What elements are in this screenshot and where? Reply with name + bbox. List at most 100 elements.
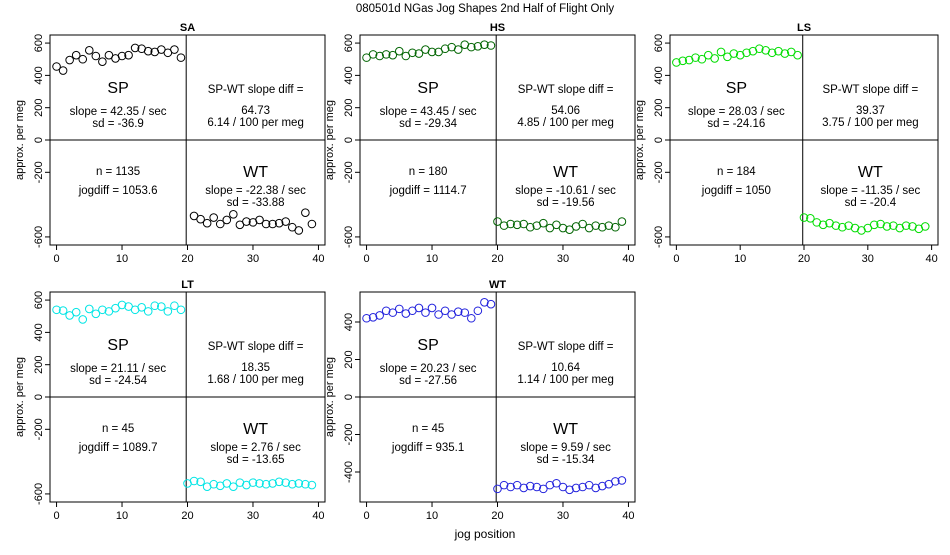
wt-point [301, 208, 310, 217]
sp-point [710, 54, 719, 63]
sp-point [375, 311, 384, 320]
wt-point [519, 483, 528, 493]
diff-per: 1.68 / 100 per meg [207, 374, 304, 386]
x-tick-label: 0 [673, 253, 679, 265]
x-tick-label: 10 [116, 510, 128, 522]
x-tick-label: 10 [116, 253, 128, 265]
wt-point [920, 222, 930, 231]
wt-point [882, 222, 892, 231]
x-tick-label: 20 [798, 253, 810, 265]
n-count: n = 45 [102, 423, 134, 435]
diff-value: 18.35 [241, 362, 270, 374]
wt-point [818, 220, 828, 230]
sp-point [427, 47, 437, 57]
y-tick-label: 600 [33, 291, 45, 309]
wt-point [261, 219, 271, 229]
x-tick-label: 0 [53, 510, 59, 522]
sp-point [440, 306, 450, 316]
wt-label: WT [553, 164, 578, 181]
y-axis-label: approx. per meg [324, 357, 336, 437]
x-tick-label: 20 [491, 510, 503, 522]
sp-point [414, 49, 424, 58]
sp-point [388, 50, 398, 60]
panel-lt: LT 0 10 20 30 40 -600 -200 0 200 400 600 approx. per… [14, 279, 326, 522]
sp-point [755, 44, 764, 54]
y-tick-label: -600 [33, 483, 45, 505]
x-tick-label: 40 [925, 253, 937, 265]
diff-label: SP-WT slope diff = [822, 84, 918, 96]
y-tick-label: 400 [343, 313, 355, 331]
sp-point [362, 313, 371, 323]
sp-point [71, 307, 81, 317]
wt-point [274, 477, 284, 487]
sp-point [117, 51, 127, 61]
sp-point [375, 51, 384, 61]
diff-label: SP-WT slope diff = [208, 84, 304, 96]
wt-point [301, 479, 310, 489]
wt-label: WT [858, 164, 883, 181]
sp-point [460, 308, 470, 317]
y-tick-label: -200 [343, 423, 355, 445]
sp-point [486, 41, 496, 50]
wt-slope: slope = -11.35 / sec [820, 185, 920, 197]
wt-point [229, 210, 238, 219]
sp-point [434, 310, 443, 319]
sp-point [368, 50, 378, 59]
wt-point [539, 218, 548, 228]
x-tick-label: 20 [181, 510, 193, 522]
sp-point [793, 50, 802, 60]
x-tick-label: 0 [53, 253, 59, 265]
y-tick-label: 200 [33, 99, 45, 117]
panel-title: SA [180, 22, 195, 34]
sp-slope: slope = 21.11 / sec [70, 363, 166, 375]
wt-point [578, 219, 587, 229]
wt-point [591, 483, 601, 493]
panel-sa: SA 0 10 20 30 40 -600 -200 0 200 400 600 approx. per… [14, 22, 326, 265]
wt-point [274, 218, 284, 228]
sp-point [767, 48, 777, 58]
sp-point [71, 50, 81, 60]
sp-point [130, 43, 140, 53]
sp-point [52, 305, 61, 315]
wt-point [499, 480, 509, 490]
y-tick-label: -600 [343, 226, 355, 248]
wt-point [506, 482, 515, 492]
wt-point [294, 479, 304, 488]
sp-point [368, 313, 378, 322]
diff-per: 1.14 / 100 per meg [517, 374, 614, 386]
wt-point [532, 482, 542, 492]
sp-point [157, 302, 166, 311]
sp-point [78, 315, 88, 324]
y-tick-label: 0 [343, 394, 355, 400]
wt-point [512, 220, 522, 230]
y-tick-label: 400 [33, 66, 45, 84]
y-tick-label: 0 [653, 137, 665, 143]
sp-point [84, 304, 94, 314]
sp-point [176, 305, 186, 315]
n-count: n = 180 [409, 166, 448, 178]
sp-point [381, 306, 391, 316]
sp-point [117, 300, 127, 310]
y-tick-label: 600 [343, 34, 355, 52]
diff-value: 64.73 [241, 105, 270, 117]
wt-label: WT [243, 164, 268, 181]
sp-slope: slope = 43.45 / sec [380, 106, 477, 118]
wt-slope: slope = 9.59 / sec [520, 442, 611, 454]
panel-wt: WT 0 10 20 30 40 -400 -200 0 200 400 approx. per me… [324, 279, 636, 522]
n-count: n = 45 [412, 423, 444, 435]
sp-point [143, 307, 153, 316]
sp-point [78, 54, 88, 64]
sp-slope: slope = 42.35 / sec [70, 106, 167, 118]
jogdiff: jogdiff = 1053.6 [78, 185, 158, 197]
sp-label: SP [417, 80, 438, 97]
wt-point [525, 222, 535, 232]
wt-point [209, 479, 218, 489]
sp-point [143, 46, 153, 56]
wt-point [255, 479, 264, 488]
sp-point [98, 57, 107, 66]
sp-point [480, 40, 489, 49]
sp-point [716, 47, 726, 57]
wt-point [869, 220, 879, 230]
wt-point [493, 217, 502, 226]
